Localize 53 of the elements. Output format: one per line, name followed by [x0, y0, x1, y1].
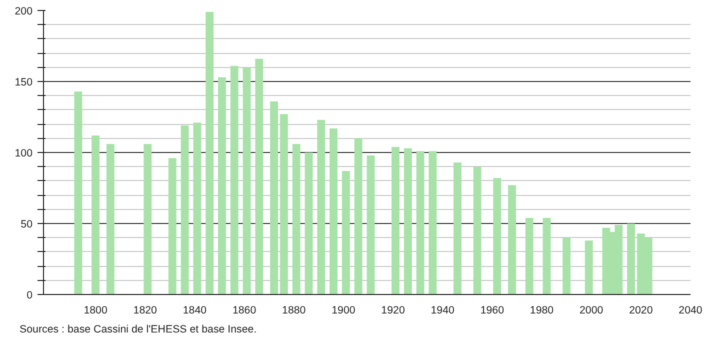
- bar: [473, 166, 482, 294]
- bar: [525, 218, 534, 294]
- x-tick-label: 1800: [84, 304, 108, 316]
- bar: [342, 170, 350, 294]
- bar: [168, 158, 176, 294]
- x-tick-label: 2020: [629, 304, 653, 316]
- bar: [92, 135, 100, 294]
- bar: [404, 148, 412, 294]
- bar: [454, 162, 462, 294]
- bar: [542, 218, 551, 294]
- source-note: Sources : base Cassini de l'EHESS et base Insee.: [20, 324, 257, 336]
- y-tick-label: 100: [14, 148, 33, 160]
- x-tick-label: 1980: [530, 304, 554, 316]
- x-tick-label: 1860: [232, 304, 256, 316]
- bar: [493, 178, 502, 294]
- bar: [354, 138, 362, 294]
- y-tick-label: 0: [26, 290, 33, 302]
- bar: [304, 152, 313, 294]
- x-tick-label: 1960: [480, 304, 504, 316]
- bar: [627, 224, 635, 294]
- bar: [508, 185, 516, 294]
- bar: [144, 144, 152, 294]
- bar: [255, 58, 264, 294]
- bar: [280, 114, 288, 294]
- bar: [330, 128, 338, 294]
- x-tick-label: 2000: [579, 304, 604, 316]
- bar: [317, 120, 326, 294]
- bar: [366, 155, 375, 294]
- bar: [392, 146, 400, 294]
- x-tick-label: 1940: [430, 304, 455, 316]
- bar: [584, 240, 593, 294]
- x-tick-label: 1900: [332, 304, 356, 316]
- x-tick-label: 2040: [678, 304, 702, 316]
- bar: [562, 238, 571, 294]
- x-tick-label: 1920: [381, 304, 405, 316]
- y-tick-label: 50: [20, 218, 33, 230]
- bar: [242, 67, 251, 294]
- bar: [428, 151, 437, 294]
- x-tick-label: 1820: [133, 304, 158, 316]
- bar: [218, 77, 226, 294]
- y-tick-label: 150: [14, 76, 33, 88]
- bar: [180, 126, 189, 294]
- bar: [292, 144, 300, 294]
- bar: [193, 122, 202, 294]
- bar: [270, 101, 278, 294]
- bar: [74, 91, 82, 294]
- bar: [106, 144, 114, 294]
- bar: [416, 151, 424, 294]
- bar: [206, 12, 214, 294]
- x-tick-label: 1840: [182, 304, 207, 316]
- bar: [230, 66, 238, 294]
- x-tick-label: 1880: [282, 304, 306, 316]
- y-tick-label: 200: [14, 6, 33, 18]
